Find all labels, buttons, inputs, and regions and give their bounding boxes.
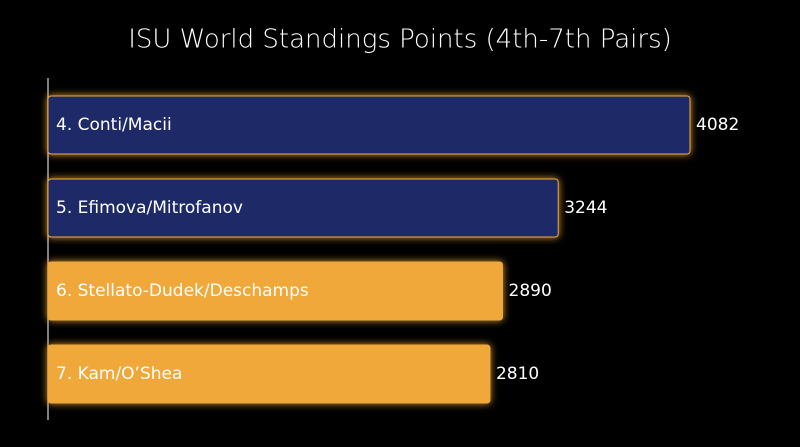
- bar-label: 7. Kam/O’Shea: [56, 364, 182, 384]
- bar-label: 4. Conti/Macii: [56, 115, 172, 135]
- value-label: 4082: [696, 115, 739, 135]
- value-label: 3244: [564, 198, 607, 218]
- bar: [47, 95, 691, 155]
- value-label: 2810: [496, 364, 539, 384]
- bar: [47, 178, 559, 238]
- value-label: 2890: [509, 281, 552, 301]
- chart-title: ISU World Standings Points (4th-7th Pair…: [128, 25, 672, 55]
- bar-label: 5. Efimova/Mitrofanov: [56, 198, 243, 218]
- bar: [47, 261, 504, 321]
- bar: [47, 344, 491, 404]
- bar-label: 6. Stellato-Dudek/Deschamps: [56, 281, 309, 301]
